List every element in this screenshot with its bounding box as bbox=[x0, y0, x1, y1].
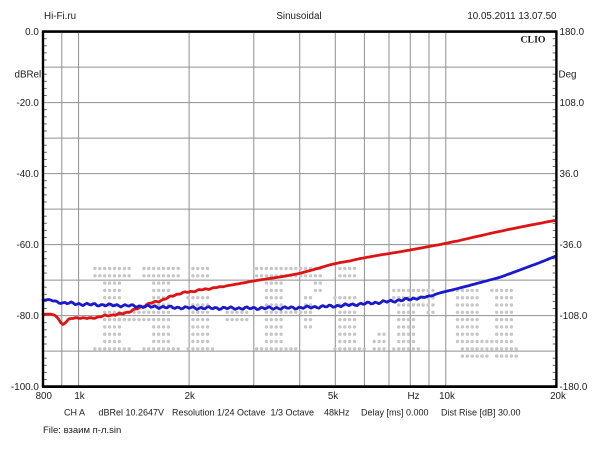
svg-text:Resolution 1/24 Octave: Resolution 1/24 Octave bbox=[172, 408, 266, 418]
svg-text:-100.0: -100.0 bbox=[11, 382, 39, 393]
svg-text:dBRel 10.2647V: dBRel 10.2647V bbox=[99, 408, 165, 418]
svg-text:0.0: 0.0 bbox=[25, 27, 39, 38]
svg-text:5k: 5k bbox=[328, 391, 338, 402]
svg-text:-40.0: -40.0 bbox=[16, 169, 39, 180]
svg-text:Dist Rise [dB] 30.00: Dist Rise [dB] 30.00 bbox=[441, 408, 521, 418]
svg-text:108.0: 108.0 bbox=[560, 98, 585, 109]
svg-text:-180.0: -180.0 bbox=[560, 382, 588, 393]
svg-text:Hz: Hz bbox=[408, 391, 420, 402]
svg-text:Hi-Fi.ru: Hi-Fi.ru bbox=[44, 11, 76, 22]
svg-text:-60.0: -60.0 bbox=[16, 240, 39, 251]
svg-text:10.05.2011 13.07.50: 10.05.2011 13.07.50 bbox=[467, 11, 557, 22]
svg-text:2k: 2k bbox=[185, 391, 195, 402]
svg-text:Deg: Deg bbox=[559, 70, 577, 81]
svg-text:1/3 Octave: 1/3 Octave bbox=[271, 408, 315, 418]
svg-text:File: взаим п-л.sin: File: взаим п-л.sin bbox=[43, 425, 121, 436]
svg-text:dBRel: dBRel bbox=[15, 70, 42, 81]
svg-text:CLIO: CLIO bbox=[520, 35, 545, 46]
svg-text:180.0: 180.0 bbox=[560, 27, 585, 38]
svg-text:-108.0: -108.0 bbox=[560, 311, 588, 322]
svg-text:-20.0: -20.0 bbox=[16, 98, 39, 109]
svg-text:20k: 20k bbox=[550, 391, 566, 402]
svg-text:36.0: 36.0 bbox=[560, 169, 580, 180]
svg-text:Delay [ms] 0.000: Delay [ms] 0.000 bbox=[361, 408, 429, 418]
svg-text:1k: 1k bbox=[74, 391, 84, 402]
svg-text:-80.0: -80.0 bbox=[16, 311, 39, 322]
svg-text:CH A: CH A bbox=[64, 408, 85, 418]
svg-text:Sinusoidal: Sinusoidal bbox=[276, 11, 321, 22]
svg-text:-36.0: -36.0 bbox=[560, 240, 583, 251]
svg-text:10k: 10k bbox=[439, 391, 455, 402]
svg-text:48kHz: 48kHz bbox=[324, 408, 350, 418]
svg-text:800: 800 bbox=[36, 391, 53, 402]
